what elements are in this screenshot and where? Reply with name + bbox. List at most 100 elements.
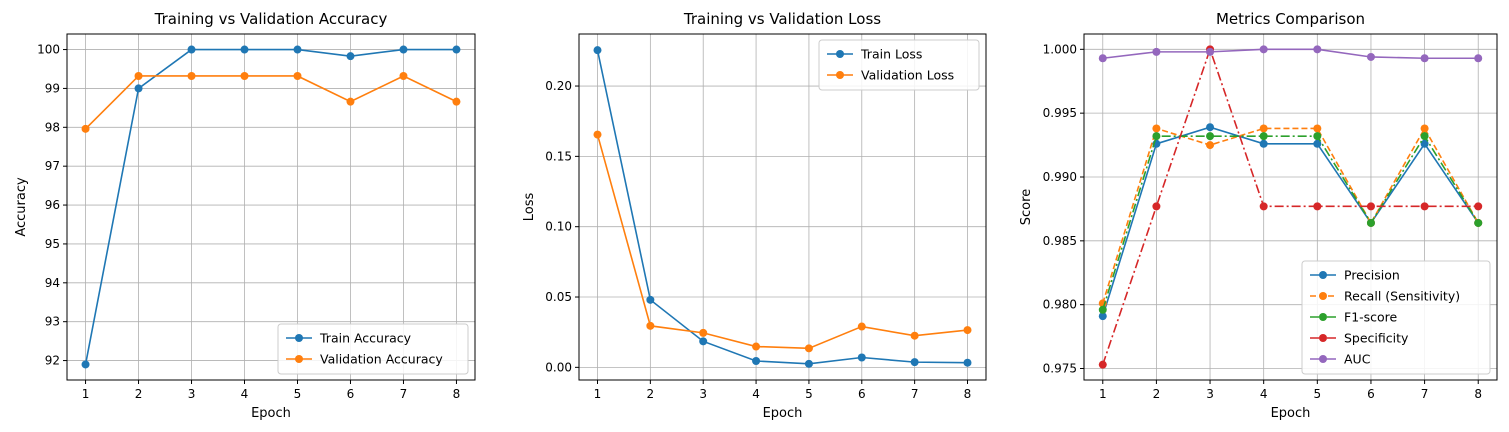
data-point — [1098, 360, 1107, 369]
series-line — [1102, 126, 1479, 304]
data-point — [646, 295, 655, 304]
data-point — [804, 359, 813, 368]
series-auc — [1098, 45, 1483, 63]
legend-label: Specificity — [1344, 331, 1409, 346]
data-point — [240, 71, 249, 80]
x-tick-label: 8 — [453, 387, 461, 401]
series-line — [84, 75, 457, 130]
data-point — [1313, 139, 1322, 148]
data-point — [1152, 132, 1161, 141]
legend-swatch-marker — [836, 71, 844, 79]
y-tick-label: 0.10 — [545, 220, 572, 234]
y-tick-label: 92 — [45, 354, 60, 368]
y-tick-label: 93 — [45, 315, 60, 329]
y-tick-label: 96 — [45, 198, 60, 212]
data-point — [857, 353, 866, 362]
y-tick-label: 0.980 — [1043, 298, 1077, 312]
x-tick-label: 5 — [294, 387, 302, 401]
x-tick-label: 8 — [964, 387, 972, 401]
data-point — [240, 45, 249, 54]
data-point — [910, 331, 919, 340]
data-point — [752, 342, 761, 351]
data-point — [699, 328, 708, 337]
series-line — [1102, 46, 1479, 365]
data-point — [134, 84, 143, 93]
y-tick-label: 1.000 — [1043, 42, 1077, 56]
x-axis-label: Epoch — [763, 406, 803, 421]
legend-swatch-marker — [295, 355, 303, 363]
x-tick-label: 4 — [752, 387, 760, 401]
series-line — [84, 48, 457, 365]
data-point — [1420, 139, 1429, 148]
data-point — [1313, 132, 1322, 141]
axes-frame — [578, 33, 987, 381]
legend-swatch-marker — [836, 50, 844, 58]
x-tick-label: 3 — [699, 387, 707, 401]
data-point — [452, 97, 461, 106]
data-point — [1206, 132, 1215, 141]
series-line — [596, 134, 968, 350]
axes-frame — [1083, 33, 1498, 381]
y-tick-label: 98 — [45, 120, 60, 134]
y-tick-label: 100 — [37, 43, 60, 57]
data-point — [134, 71, 143, 80]
data-point — [1420, 202, 1429, 211]
x-tick-label: 3 — [188, 387, 196, 401]
x-tick-label: 2 — [647, 387, 655, 401]
legend-label: Train Loss — [860, 47, 922, 62]
data-point — [1206, 47, 1215, 56]
legend-box — [277, 323, 469, 375]
legend-label: Validation Loss — [861, 68, 954, 83]
data-point — [804, 344, 813, 353]
data-point — [1098, 305, 1107, 314]
data-point — [593, 46, 602, 55]
y-axis-label: Accuracy — [14, 177, 29, 237]
data-point — [293, 45, 302, 54]
y-axis-label: Score — [1019, 189, 1034, 225]
data-point — [399, 71, 408, 80]
series-f1-score — [1098, 132, 1483, 314]
x-tick-label: 4 — [241, 387, 249, 401]
legend: Train Loss Validation Loss — [818, 39, 980, 91]
data-point — [1098, 312, 1107, 321]
data-point — [857, 322, 866, 331]
x-tick-label: 7 — [400, 387, 408, 401]
data-point — [963, 326, 972, 335]
x-tick-label: 6 — [1367, 387, 1375, 401]
data-point — [646, 321, 655, 330]
data-point — [1313, 202, 1322, 211]
y-tick-label: 99 — [45, 81, 60, 95]
series-validation-accuracy — [81, 71, 461, 133]
data-point — [1474, 218, 1483, 227]
data-point — [910, 358, 919, 367]
x-tick-label: 2 — [135, 387, 143, 401]
data-point — [399, 45, 408, 54]
x-tick-label: 5 — [1313, 387, 1321, 401]
x-tick-label: 3 — [1206, 387, 1214, 401]
series-train-loss — [593, 46, 972, 368]
data-point — [1152, 124, 1161, 133]
x-tick-label: 2 — [1153, 387, 1161, 401]
y-tick-label: 0.995 — [1043, 106, 1077, 120]
legend-box — [818, 39, 980, 91]
data-point — [346, 97, 355, 106]
x-tick-label: 1 — [594, 387, 602, 401]
legend-label: Validation Accuracy — [320, 352, 443, 367]
data-point — [1313, 124, 1322, 133]
y-tick-label: 0.990 — [1043, 170, 1077, 184]
chart-title: Metrics Comparison — [1216, 10, 1365, 28]
data-point — [1259, 139, 1268, 148]
data-point — [1313, 45, 1322, 54]
data-point — [1474, 54, 1483, 63]
y-tick-label: 0.20 — [545, 79, 572, 93]
series-validation-loss — [593, 130, 972, 353]
legend-swatch-marker — [1319, 313, 1327, 321]
chart-title: Training vs Validation Accuracy — [154, 10, 388, 28]
x-tick-label: 6 — [347, 387, 355, 401]
x-axis-label: Epoch — [251, 406, 291, 421]
data-point — [1152, 47, 1161, 56]
data-point — [1259, 202, 1268, 211]
y-tick-label: 97 — [45, 159, 60, 173]
data-point — [1366, 202, 1375, 211]
